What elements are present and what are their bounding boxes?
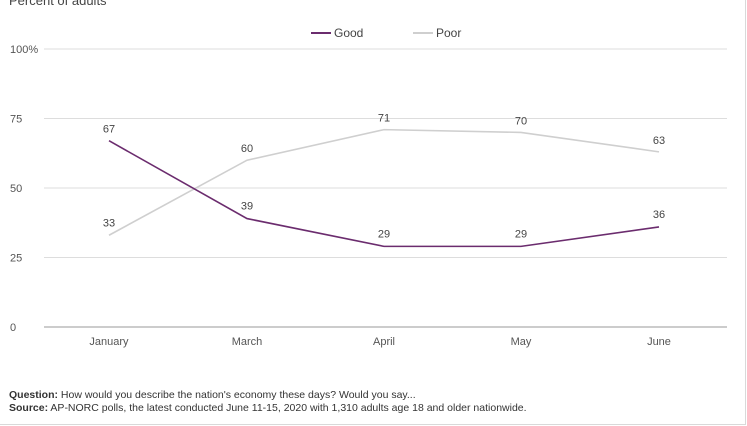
series-line-poor — [108, 128, 660, 236]
legend-label: Good — [334, 26, 363, 40]
x-tick-label: March — [232, 336, 263, 348]
question-label: Question: — [9, 389, 58, 401]
data-label: 39 — [241, 201, 253, 213]
source-text: AP-NORC polls, the latest conducted June… — [48, 402, 527, 414]
data-label: 29 — [378, 228, 390, 240]
data-label: 60 — [241, 143, 253, 155]
y-tick-label: 25 — [10, 253, 22, 265]
data-label: 63 — [653, 135, 665, 147]
data-label: 71 — [378, 113, 390, 125]
chart-notes: Question: How would you describe the nat… — [9, 389, 527, 415]
question-note: Question: How would you describe the nat… — [9, 389, 527, 402]
source-note: Source: AP-NORC polls, the latest conduc… — [9, 402, 527, 415]
source-label: Source: — [9, 402, 49, 414]
y-tick-label: 75 — [10, 114, 22, 126]
chart-subtitle: Percent of adults — [9, 0, 107, 8]
data-label: 29 — [515, 228, 527, 240]
x-tick-label: April — [373, 336, 395, 348]
series-line-good — [108, 140, 660, 248]
data-label: 67 — [103, 124, 115, 136]
y-tick-label: 0 — [10, 322, 16, 334]
line-chart: 0 25 50 75 100% January March April May June Good P… — [10, 26, 727, 348]
data-label: 33 — [103, 217, 115, 229]
x-tick-label: May — [511, 336, 532, 348]
legend-label: Poor — [436, 26, 461, 40]
x-tick-label: January — [89, 336, 129, 348]
question-text: How would you describe the nation's econ… — [58, 389, 416, 401]
data-label: 36 — [653, 209, 665, 221]
data-label: 70 — [515, 115, 527, 127]
y-tick-label: 50 — [10, 183, 22, 195]
y-tick-label: 100% — [10, 44, 38, 56]
x-tick-label: June — [647, 336, 671, 348]
